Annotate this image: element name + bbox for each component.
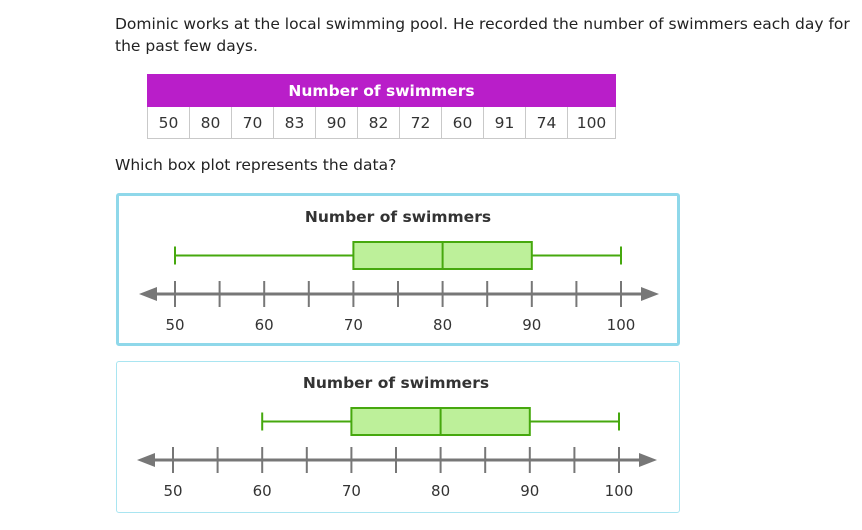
tick-label: 50 xyxy=(165,316,184,334)
tick-label: 50 xyxy=(163,482,182,500)
data-table: Number of swimmers 50 80 70 83 90 82 72 … xyxy=(147,74,616,139)
box-plot-chart: Number of swimmers 50 60 70 80 90 100 xyxy=(137,374,657,500)
tick-label: 100 xyxy=(607,316,636,334)
prompt-text: Which box plot represents the data? xyxy=(115,156,397,174)
question-text: Dominic works at the local swimming pool… xyxy=(115,15,850,55)
answer-option-b[interactable]: Number of swimmers 50 60 70 80 90 100 xyxy=(116,361,680,513)
axis-arrow-left xyxy=(137,453,155,467)
table-cell: 50 xyxy=(147,106,190,139)
table-cell: 80 xyxy=(189,106,232,139)
tick-label: 60 xyxy=(255,316,274,334)
tick-label: 90 xyxy=(520,482,539,500)
table-cell: 100 xyxy=(567,106,616,139)
table-cell: 70 xyxy=(231,106,274,139)
table-header: Number of swimmers xyxy=(147,74,616,107)
tick-label: 70 xyxy=(342,482,361,500)
axis-arrow-right xyxy=(639,453,657,467)
tick-label: 70 xyxy=(344,316,363,334)
table-cell: 82 xyxy=(357,106,400,139)
table-cell: 83 xyxy=(273,106,316,139)
table-cell: 90 xyxy=(315,106,358,139)
table-cell: 74 xyxy=(525,106,568,139)
table-row: 50 80 70 83 90 82 72 60 91 74 100 xyxy=(147,106,616,139)
tick-label: 100 xyxy=(605,482,634,500)
table-cell: 72 xyxy=(399,106,442,139)
table-cell: 60 xyxy=(441,106,484,139)
axis-arrow-left xyxy=(139,287,157,301)
axis-arrow-right xyxy=(641,287,659,301)
plot-title: Number of swimmers xyxy=(303,374,489,392)
tick-label: 90 xyxy=(522,316,541,334)
tick-label: 60 xyxy=(253,482,272,500)
plot-title: Number of swimmers xyxy=(305,208,491,226)
box-plot-chart: Number of swimmers 50 60 70 80 90 100 xyxy=(139,208,659,334)
tick-label: 80 xyxy=(433,316,452,334)
tick-label: 80 xyxy=(431,482,450,500)
answer-option-a[interactable]: Number of swimmers 50 60 70 80 90 100 xyxy=(116,193,680,346)
table-cell: 91 xyxy=(483,106,526,139)
